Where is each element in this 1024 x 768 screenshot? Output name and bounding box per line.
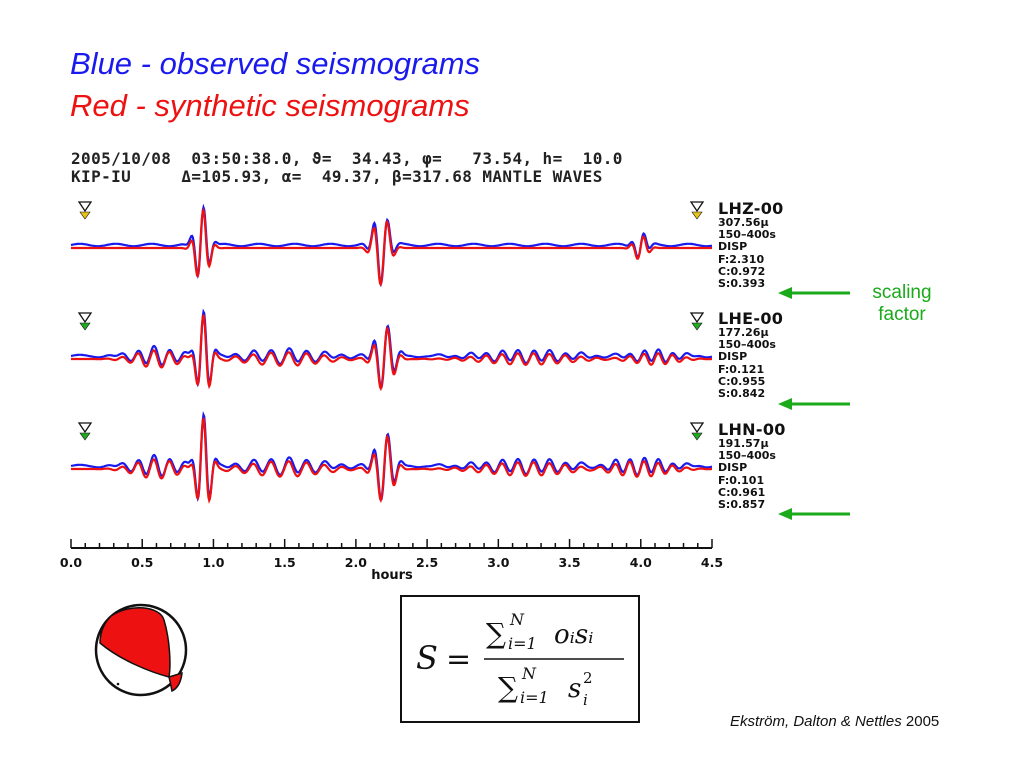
axis-tick-label: 1.5 xyxy=(274,555,296,570)
trace-scaling-factor: S:0.857 xyxy=(718,498,766,512)
eq-num-index: i=1 xyxy=(508,634,537,653)
trace-f: F:2.310 xyxy=(718,252,765,266)
eq-num-upper: N xyxy=(509,610,525,629)
trace-kind: DISP xyxy=(718,350,748,364)
time-axis: 0.0 0.5 1.0 1.5 2.0 2.5 3.0 3.5 4.0 4.5 xyxy=(60,539,723,570)
equation-render: S = ∑ N i=1 oᵢsᵢ ∑ N i=1 s 2 i xyxy=(416,610,624,709)
synthetic-trace xyxy=(71,207,712,287)
trace-scaling-factor: S:0.393 xyxy=(718,277,766,291)
trace-c: C:0.955 xyxy=(718,374,766,388)
scaling-factor-annotation: scaling factor xyxy=(858,282,946,326)
trace-band: 150–400s xyxy=(718,449,776,463)
eq-den-sum: ∑ xyxy=(498,671,518,704)
trace-f: F:0.121 xyxy=(718,362,765,376)
legend-synthetic: Red - synthetic seismograms xyxy=(70,88,470,123)
trace-info-lhn: LHN-00 191.57μ 150–400s DISP F:0.101 C:0… xyxy=(718,421,818,511)
channel-name: LHE-00 xyxy=(718,309,784,328)
trace-band: 150–400s xyxy=(718,338,776,352)
trace-kind: DISP xyxy=(718,461,748,475)
arrival-markers xyxy=(77,201,705,441)
trace-group-lhn xyxy=(70,411,713,504)
trace-info-lhe: LHE-00 177.26μ 150–400s DISP F:0.121 C:0… xyxy=(718,310,818,400)
observed-trace xyxy=(70,411,713,502)
trace-band: 150–400s xyxy=(718,228,776,242)
legend-observed: Blue - observed seismograms xyxy=(70,46,481,81)
arrival-marker-fill xyxy=(79,432,91,441)
trace-group-lhe xyxy=(70,308,713,392)
trace-c: C:0.961 xyxy=(718,485,766,499)
beachball-point xyxy=(116,682,120,686)
trace-c: C:0.972 xyxy=(718,264,766,278)
eq-num-terms: oᵢsᵢ xyxy=(554,620,593,650)
axis-tick-label: 3.5 xyxy=(558,555,580,570)
citation: Ekström, Dalton & Nettles 2005 xyxy=(730,713,939,730)
event-header-line-1: 2005/10/08 03:50:38.0, ϑ= 34.43, φ= 73.5… xyxy=(71,149,623,168)
scaling-arrow-head xyxy=(778,398,792,410)
eq-num-sum: ∑ xyxy=(486,617,506,650)
arrival-marker-outline xyxy=(77,201,93,213)
trace-group-lhz xyxy=(70,203,713,288)
axis-tick-label: 0.0 xyxy=(60,555,82,570)
arrival-marker-fill xyxy=(691,432,703,441)
arrival-marker-outline xyxy=(689,422,705,434)
citation-authors: Ekström, Dalton & Nettles xyxy=(730,713,902,730)
scaling-arrow-head xyxy=(778,287,792,299)
eq-lhs: S xyxy=(416,639,438,677)
scaling-arrows xyxy=(778,287,850,520)
arrival-marker-outline xyxy=(689,312,705,324)
channel-name: LHN-00 xyxy=(718,420,786,439)
eq-den-sub: i xyxy=(583,691,588,709)
event-header-line-2: KIP-IU Δ=105.93, α= 49.37, β=317.68 MANT… xyxy=(71,167,603,186)
trace-amplitude: 177.26μ xyxy=(718,326,769,339)
eq-den-sup: 2 xyxy=(583,669,593,687)
axis-label: hours xyxy=(371,568,413,583)
axis-tick-label: 0.5 xyxy=(131,555,153,570)
beachball-small-quadrant xyxy=(168,671,183,693)
trace-info-lhz: LHZ-00 307.56μ 150–400s DISP F:2.310 C:0… xyxy=(718,200,818,290)
arrival-marker-outline xyxy=(77,312,93,324)
eq-den-base: s xyxy=(568,674,581,704)
eq-den-index: i=1 xyxy=(520,688,549,707)
synthetic-trace xyxy=(71,314,712,392)
arrival-marker-fill xyxy=(79,211,91,220)
observed-trace xyxy=(70,308,713,390)
annotation-line-2: factor xyxy=(878,304,926,325)
scaling-arrow-head xyxy=(778,508,792,520)
axis-tick-label: 4.0 xyxy=(630,555,652,570)
arrival-marker-fill xyxy=(79,322,91,331)
synthetic-trace xyxy=(71,417,712,504)
arrival-marker-outline xyxy=(77,422,93,434)
scaling-factor-equation: S = ∑ N i=1 oᵢsᵢ ∑ N i=1 s 2 i xyxy=(400,595,640,723)
axis-tick-label: 3.0 xyxy=(487,555,509,570)
arrival-marker-outline xyxy=(689,201,705,213)
trace-f: F:0.101 xyxy=(718,473,765,487)
trace-amplitude: 307.56μ xyxy=(718,216,769,229)
axis-tick-label: 2.5 xyxy=(416,555,438,570)
arrival-marker-fill xyxy=(691,322,703,331)
axis-tick-label: 4.5 xyxy=(701,555,723,570)
eq-den-upper: N xyxy=(521,664,537,683)
eq-equals: = xyxy=(446,642,471,677)
annotation-line-1: scaling xyxy=(872,282,932,303)
axis-tick-label: 2.0 xyxy=(345,555,367,570)
trace-scaling-factor: S:0.842 xyxy=(718,387,766,401)
focal-mechanism-beachball xyxy=(94,603,188,697)
axis-tick-label: 1.0 xyxy=(202,555,224,570)
trace-amplitude: 191.57μ xyxy=(718,437,769,450)
trace-kind: DISP xyxy=(718,240,748,254)
channel-name: LHZ-00 xyxy=(718,199,784,218)
citation-year: 2005 xyxy=(905,713,940,730)
arrival-marker-fill xyxy=(691,211,703,220)
